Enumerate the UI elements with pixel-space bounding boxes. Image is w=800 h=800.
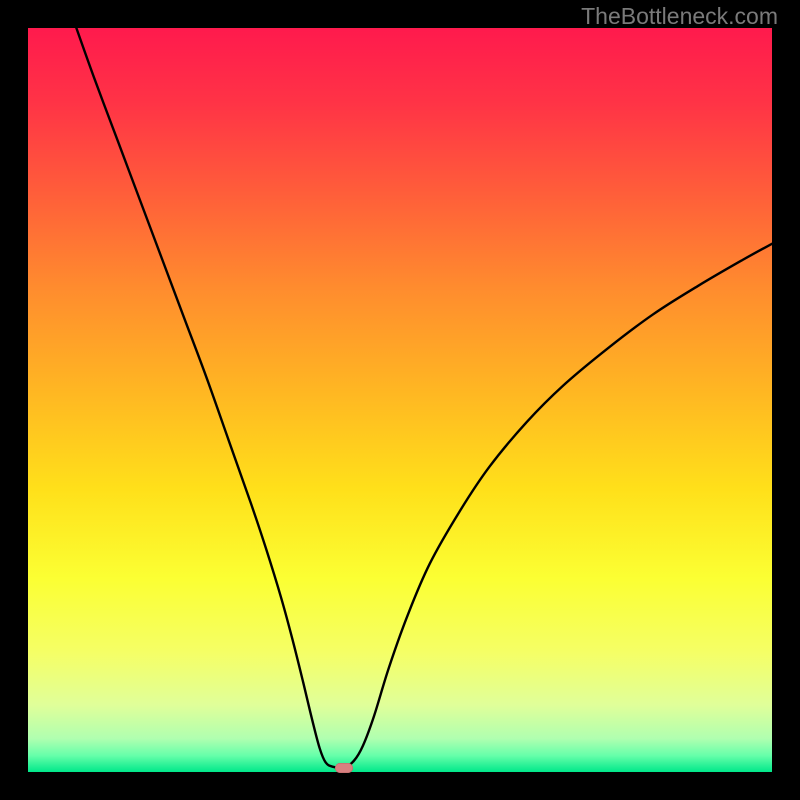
chart-frame: TheBottleneck.com — [0, 0, 800, 800]
optimal-point-marker — [335, 763, 353, 773]
bottleneck-curve-layer — [28, 28, 772, 772]
watermark-text: TheBottleneck.com — [581, 3, 778, 30]
plot-area — [28, 28, 772, 772]
bottleneck-curve — [76, 28, 772, 768]
